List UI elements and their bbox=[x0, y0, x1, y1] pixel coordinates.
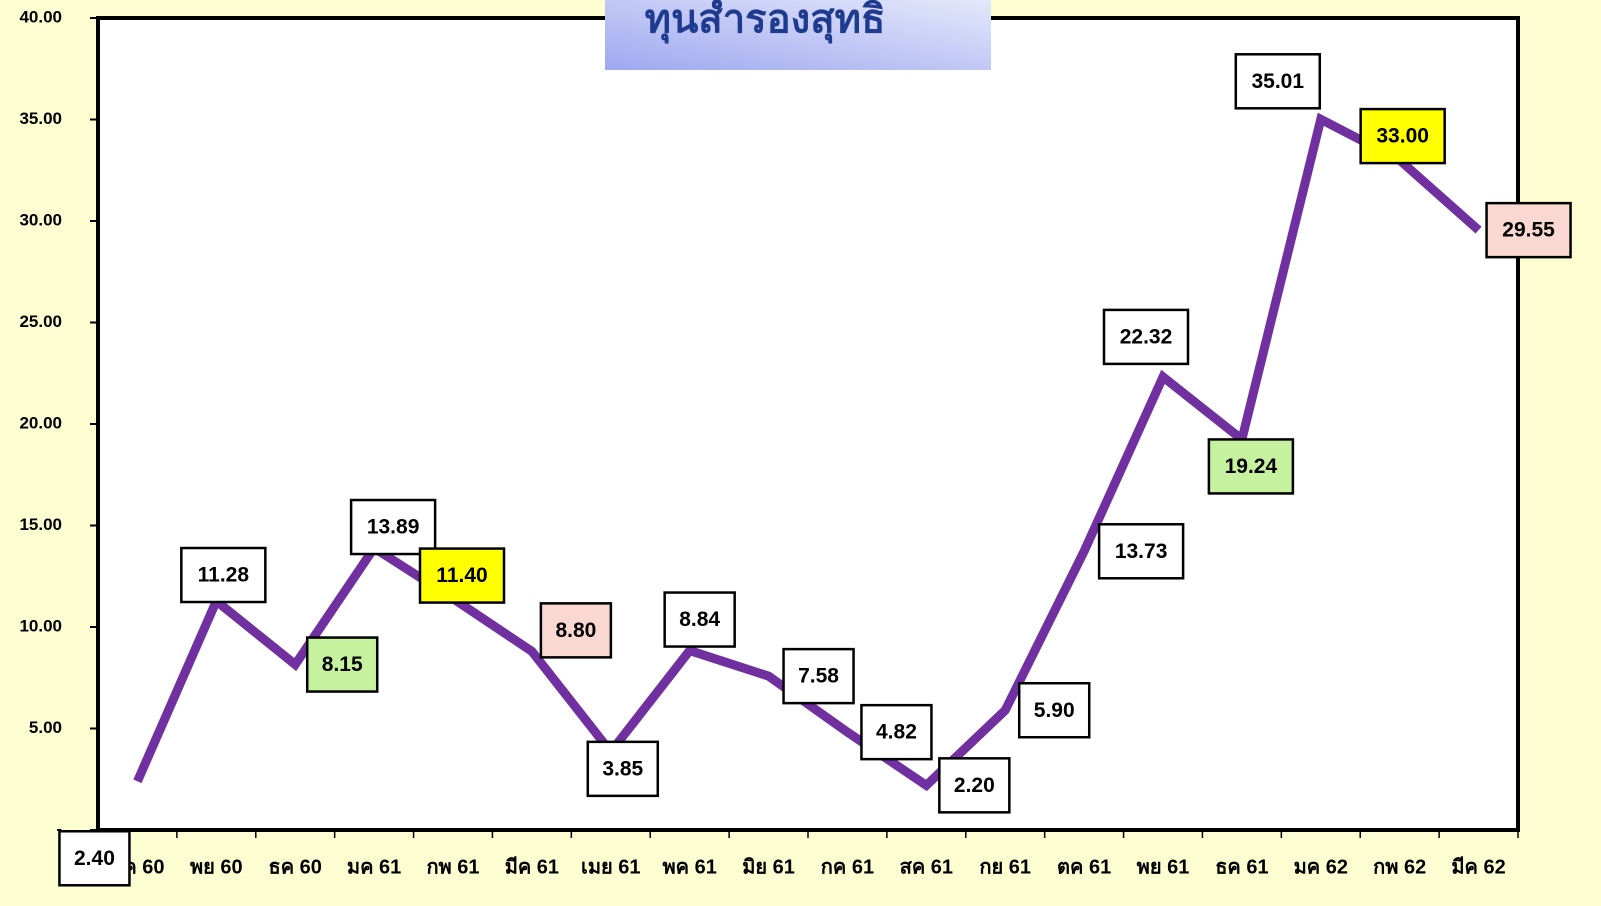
data-label: 4.82 bbox=[876, 721, 917, 744]
label-box bbox=[586, 740, 660, 798]
data-label: 7.58 bbox=[798, 665, 839, 688]
x-tick-label: เมย 61 bbox=[581, 856, 641, 878]
y-tick-label: 30.00 bbox=[19, 210, 62, 229]
y-tick-label: 20.00 bbox=[19, 413, 62, 432]
label-box bbox=[418, 547, 506, 604]
data-label: 22.32 bbox=[1120, 325, 1173, 348]
data-label: 8.80 bbox=[555, 619, 596, 642]
x-tick-label: ธค 61 bbox=[1215, 856, 1268, 878]
y-tick-label: - bbox=[56, 819, 62, 838]
x-tick-label: กย 61 bbox=[979, 856, 1031, 878]
data-label: 13.89 bbox=[367, 516, 420, 539]
y-tick-label: 35.00 bbox=[19, 109, 62, 128]
x-tick-label: สค 61 bbox=[900, 856, 953, 878]
data-label: 11.28 bbox=[198, 564, 250, 587]
label-box bbox=[860, 703, 933, 761]
label-box bbox=[349, 498, 437, 556]
label-box bbox=[180, 546, 267, 604]
data-label: 13.73 bbox=[1115, 540, 1168, 563]
x-tick-label: กค 61 bbox=[821, 856, 874, 878]
x-tick-label: มีค 61 bbox=[505, 855, 559, 878]
x-tick-label: พย 61 bbox=[1137, 856, 1190, 878]
x-tick-label: มิย 61 bbox=[742, 856, 795, 878]
label-box bbox=[1207, 438, 1295, 495]
x-tick-label: กพ 61 bbox=[426, 856, 479, 878]
data-label: 2.20 bbox=[954, 774, 995, 797]
label-box bbox=[782, 647, 855, 705]
x-tick-label: ธค 60 bbox=[269, 856, 322, 878]
label-box bbox=[1485, 201, 1572, 259]
data-label: 11.40 bbox=[436, 564, 487, 587]
x-tick-label: มีค 62 bbox=[1451, 855, 1505, 878]
data-label: 3.85 bbox=[602, 757, 643, 780]
label-box bbox=[1359, 107, 1446, 165]
data-label: 29.55 bbox=[1502, 219, 1555, 242]
label-box bbox=[305, 636, 379, 693]
data-label: 5.90 bbox=[1034, 699, 1075, 722]
y-tick-label: 10.00 bbox=[19, 616, 62, 635]
data-label: 19.24 bbox=[1225, 455, 1278, 478]
y-tick-label: 5.00 bbox=[29, 718, 62, 737]
label-box bbox=[539, 602, 613, 659]
data-label: 33.00 bbox=[1376, 125, 1429, 148]
data-label: 2.40 bbox=[74, 847, 115, 870]
label-box bbox=[938, 757, 1011, 814]
label-box bbox=[1097, 523, 1185, 580]
chart-title: ทุนสำรองสุทธิ bbox=[645, 0, 886, 45]
y-tick-label: 40.00 bbox=[19, 7, 62, 26]
data-label: 8.15 bbox=[322, 653, 363, 676]
x-tick-label: มค 62 bbox=[1294, 856, 1348, 878]
y-tick-label: 15.00 bbox=[19, 515, 62, 534]
y-tick-label: 25.00 bbox=[19, 312, 62, 331]
label-box bbox=[1017, 681, 1091, 739]
title-box bbox=[605, 0, 991, 70]
data-label: 35.01 bbox=[1251, 70, 1304, 93]
data-label: 8.84 bbox=[679, 608, 720, 631]
label-box bbox=[1234, 53, 1322, 110]
x-tick-label: มค 61 bbox=[347, 856, 401, 878]
x-tick-label: ตค 61 bbox=[1057, 856, 1111, 878]
label-box bbox=[58, 830, 131, 887]
x-tick-label: กพ 62 bbox=[1373, 856, 1426, 878]
label-box bbox=[1102, 308, 1190, 366]
label-box bbox=[663, 591, 736, 648]
x-tick-label: พค 61 bbox=[662, 856, 716, 878]
x-tick-label: พย 60 bbox=[190, 856, 243, 878]
